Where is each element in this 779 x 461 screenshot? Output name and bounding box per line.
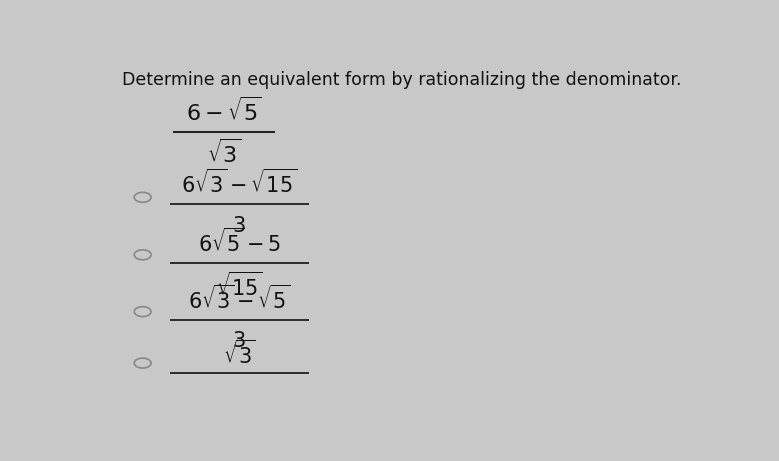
Text: $6 - \sqrt{5}$: $6 - \sqrt{5}$	[186, 96, 263, 124]
Text: $\sqrt{15}$: $\sqrt{15}$	[216, 272, 263, 300]
Text: Determine an equivalent form by rationalizing the denominator.: Determine an equivalent form by rational…	[122, 71, 681, 89]
Text: $3$: $3$	[232, 331, 246, 351]
Text: $\sqrt{3}$: $\sqrt{3}$	[223, 339, 256, 368]
Text: $\sqrt{3}$: $\sqrt{3}$	[207, 139, 241, 167]
Text: $6\sqrt{3} - \sqrt{5}$: $6\sqrt{3} - \sqrt{5}$	[188, 284, 291, 313]
Text: $6\sqrt{5} - 5$: $6\sqrt{5} - 5$	[198, 227, 281, 256]
Text: $3$: $3$	[232, 216, 246, 236]
Text: $6\sqrt{3} - \sqrt{15}$: $6\sqrt{3} - \sqrt{15}$	[182, 169, 298, 197]
